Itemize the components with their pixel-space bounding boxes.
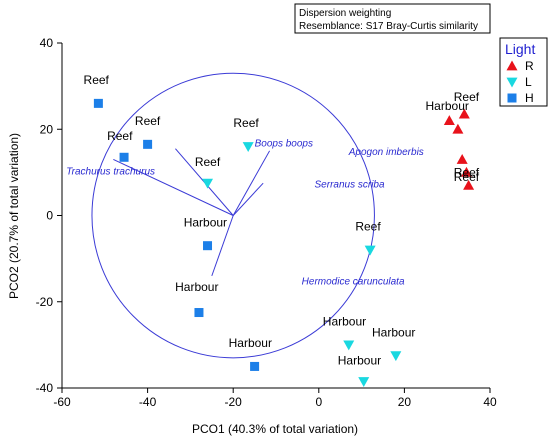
- data-point-l: [390, 351, 402, 362]
- data-point-h: [250, 361, 260, 371]
- data-point-r: [460, 166, 472, 177]
- data-point-h: [143, 139, 153, 149]
- y-axis-title: PCO2 (20.7% of total variation): [7, 133, 21, 299]
- data-point-l: [343, 340, 355, 351]
- x-tick-label: -40: [139, 395, 157, 409]
- point-label: Harbour: [229, 336, 272, 350]
- y-tick-label: 20: [40, 122, 54, 136]
- legend-title: Light: [505, 41, 535, 57]
- correlation-circle: [91, 72, 375, 359]
- points-layer: [93, 98, 475, 388]
- legend-label: L: [525, 75, 532, 89]
- point-label: Harbour: [175, 280, 218, 294]
- data-point-r: [463, 179, 475, 190]
- y-tick-label: -40: [36, 381, 54, 395]
- legend: Light RLH: [499, 37, 548, 107]
- data-point-h: [194, 308, 204, 318]
- vector-label: Boops boops: [255, 139, 313, 150]
- data-point-l: [364, 245, 376, 256]
- data-point-h: [203, 241, 213, 251]
- vector-line: [113, 158, 234, 216]
- info-box: Dispersion weighting Resemblance: S17 Br…: [294, 3, 491, 34]
- y-tick-label: 40: [40, 36, 54, 50]
- legend-marker-l: [506, 77, 518, 88]
- y-tick-label: -20: [36, 295, 54, 309]
- point-label: Reef: [135, 114, 161, 128]
- point-label: Harbour: [338, 353, 381, 367]
- point-label: Reef: [84, 73, 110, 87]
- point-label: Harbour: [184, 215, 227, 229]
- point-label: Reef: [454, 90, 480, 104]
- data-point-l: [242, 142, 254, 152]
- point-label: Harbour: [323, 314, 366, 328]
- legend-marker-h: [507, 93, 517, 103]
- y-tick-label: 0: [46, 209, 53, 223]
- data-point-r: [443, 115, 455, 126]
- legend-marker-r: [506, 60, 518, 71]
- x-tick-label: 40: [483, 395, 497, 409]
- point-label: Reef: [454, 170, 480, 184]
- data-point-l: [358, 377, 370, 388]
- x-axis-title: PCO1 (40.3% of total variation): [192, 422, 358, 436]
- correlation-circle-layer: [91, 72, 375, 359]
- point-label: Reef: [195, 155, 221, 169]
- point-label: Reef: [355, 220, 381, 234]
- vector-line: [211, 215, 234, 277]
- info-box-frame: [294, 3, 491, 34]
- info-line-1: Dispersion weighting: [299, 8, 391, 19]
- data-point-r: [452, 123, 464, 134]
- data-point-r: [456, 153, 468, 164]
- vector-label: Hermodice carunculata: [302, 277, 405, 288]
- x-tick-label: -60: [53, 395, 71, 409]
- legend-items: RLH: [506, 59, 534, 105]
- legend-label: R: [525, 59, 534, 73]
- x-tick-label: 0: [315, 395, 322, 409]
- point-label: Reef: [107, 129, 133, 143]
- data-point-h: [93, 98, 103, 108]
- data-point-l: [202, 178, 214, 189]
- vector-label: Apogon imberbis: [348, 147, 424, 158]
- vector-label: Trachurus trachurus: [66, 167, 155, 178]
- info-line-2: Resemblance: S17 Bray-Curtis similarity: [299, 21, 478, 32]
- point-label: Reef: [233, 116, 259, 130]
- point-label: Harbour: [426, 99, 469, 113]
- vector-line: [232, 182, 264, 216]
- x-tick-label: 20: [398, 395, 412, 409]
- data-point-h: [119, 152, 129, 162]
- vector-line: [232, 150, 271, 216]
- x-tick-label: -20: [225, 395, 243, 409]
- legend-label: H: [525, 91, 534, 105]
- point-label: Reef: [454, 166, 480, 180]
- vector-label: Serranus scriba: [315, 179, 385, 190]
- point-label: Harbour: [372, 325, 415, 339]
- data-point-r: [458, 108, 470, 119]
